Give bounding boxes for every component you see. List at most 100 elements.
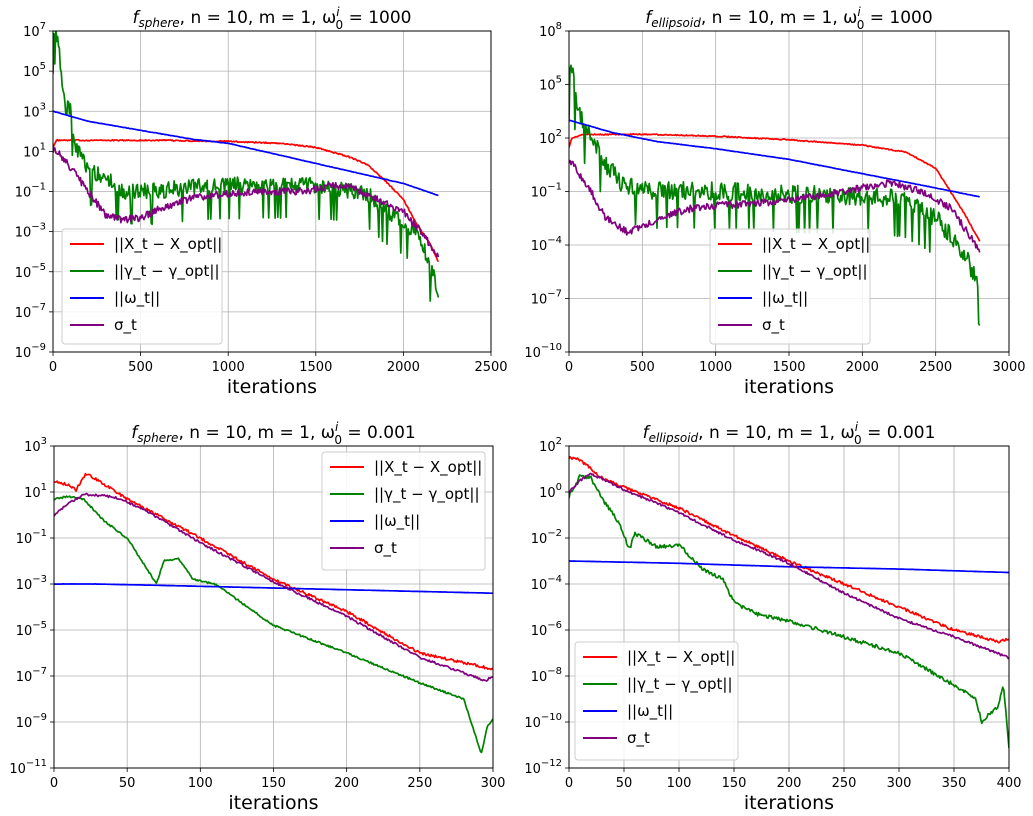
x-tick-label: 300 — [887, 776, 912, 791]
legend: ||X_t − X_opt|| ||γ_t − γ_opt|| ||ω_t|| σ_t — [61, 228, 223, 345]
legend-entry: ||γ_t − γ_opt|| — [114, 262, 220, 281]
legend: ||X_t − X_opt|| ||γ_t − γ_opt|| ||ω_t|| σ_t — [709, 228, 871, 345]
y-tick-label: 10−6 — [531, 620, 562, 639]
y-tick-label: 10−7 — [531, 289, 562, 308]
legend-entry: ||ω_t|| — [762, 289, 808, 308]
y-tick-label: 10−7 — [15, 302, 46, 321]
series-line-2 — [54, 495, 493, 754]
y-tick-label: 10−1 — [15, 182, 46, 201]
legend-entry: ||γ_t − γ_opt|| — [374, 485, 480, 504]
y-tick-label: 100 — [539, 482, 562, 501]
x-tick-label: 500 — [630, 360, 655, 375]
y-tick-label: 10−4 — [531, 574, 562, 593]
legend-box — [709, 228, 871, 345]
x-tick-label: 0 — [565, 776, 573, 791]
axes-frame — [568, 30, 1010, 353]
x-tick-label: 50 — [616, 776, 633, 791]
x-tick-label: 250 — [832, 776, 857, 791]
axes-frame — [52, 30, 492, 353]
legend: ||X_t − X_opt|| ||γ_t − γ_opt|| ||ω_t|| σ_t — [321, 451, 486, 571]
series-line-2 — [569, 474, 1009, 749]
y-tick-label: 10−2 — [531, 528, 562, 547]
legend-entry: ||X_t − X_opt|| — [114, 235, 222, 254]
series-line-3 — [569, 560, 1009, 574]
chart-title: fellipsoid, n = 10, m = 1, ωi 0 = 1000 — [645, 5, 932, 32]
legend-entry: ||γ_t − γ_opt|| — [627, 675, 733, 694]
y-tick-label: 103 — [23, 101, 46, 120]
x-tick-label: 1500 — [772, 360, 805, 375]
legend-entry: ||γ_t − γ_opt|| — [762, 262, 868, 281]
legend-entry: ||ω_t|| — [374, 512, 420, 531]
y-tick-label: 10−10 — [524, 712, 562, 731]
x-tick-label: 0 — [565, 360, 573, 375]
x-tick-label: 200 — [777, 776, 802, 791]
series-group — [569, 455, 1009, 749]
legend-entry: ||ω_t|| — [627, 702, 673, 721]
legend-box — [61, 228, 223, 345]
series-line-1 — [569, 455, 1009, 644]
legend-entry: ||X_t − X_opt|| — [762, 235, 870, 254]
x-tick-label: 2500 — [919, 360, 952, 375]
y-tick-label: 105 — [23, 61, 46, 80]
chart-title: fsphere, n = 10, m = 1, ωi 0 = 1000 — [132, 5, 411, 32]
series-line-2 — [569, 64, 981, 326]
x-tick-label: 1500 — [299, 360, 332, 375]
axes-frame — [53, 445, 494, 769]
chart-panel-2: 0 500 1000 1500 2000 2500 3000 10−10 10−7 10−4 10−… — [524, 5, 1025, 398]
x-tick-label: 250 — [407, 776, 432, 791]
legend-entry: σ_t — [374, 539, 397, 558]
legend: ||X_t − X_opt|| ||γ_t − γ_opt|| ||ω_t|| σ_t — [574, 641, 739, 761]
y-tick-label: 10−7 — [16, 666, 47, 685]
x-axis-label: iterations — [228, 792, 318, 814]
y-tick-label: 10−11 — [9, 758, 47, 777]
series-group — [53, 31, 440, 302]
y-tick-label: 10−12 — [524, 758, 562, 777]
x-axis-label: iterations — [744, 376, 834, 398]
y-tick-label: 108 — [539, 21, 562, 40]
y-tick-label: 102 — [539, 436, 562, 455]
series-line-3 — [53, 110, 439, 197]
y-tick-label: 10−5 — [16, 620, 47, 639]
legend-entry: ||X_t − X_opt|| — [627, 648, 735, 667]
x-tick-label: 150 — [261, 776, 286, 791]
x-tick-label: 500 — [128, 360, 153, 375]
x-tick-label: 100 — [667, 776, 692, 791]
y-tick-label: 10−9 — [15, 342, 46, 361]
legend-box — [321, 451, 486, 571]
series-line-3 — [54, 583, 493, 595]
y-tick-label: 10−10 — [524, 342, 562, 361]
legend-entry: ||ω_t|| — [114, 289, 160, 308]
y-tick-label: 101 — [24, 482, 47, 501]
y-tick-label: 105 — [539, 75, 562, 94]
chart-panel-3: 0 50 100 150 200 250 300 10−11 10−9 10−7 10−5 10−3 1… — [9, 420, 505, 814]
chart-panel-1: 0 500 1000 1500 2000 2500 10−9 10−7 10−5 10−3 10−1… — [15, 5, 508, 398]
y-tick-label: 10−3 — [15, 222, 46, 241]
chart-title: fsphere, n = 10, m = 1, ωi 0 = 0.001 — [131, 420, 415, 447]
x-tick-label: 3000 — [992, 360, 1025, 375]
y-tick-label: 10−3 — [16, 574, 47, 593]
x-tick-label: 100 — [188, 776, 213, 791]
y-tick-label: 107 — [23, 21, 46, 40]
x-tick-label: 1000 — [699, 360, 732, 375]
series-group — [54, 472, 493, 754]
y-tick-label: 10−8 — [531, 666, 562, 685]
y-tick-label: 10−5 — [15, 262, 46, 281]
x-tick-label: 2000 — [387, 360, 420, 375]
axes-frame — [568, 445, 1010, 769]
y-tick-label: 102 — [539, 128, 562, 147]
x-tick-label: 2500 — [474, 360, 507, 375]
chart-title: fellipsoid, n = 10, m = 1, ωi 0 = 0.001 — [643, 420, 936, 447]
legend-box — [574, 641, 739, 761]
x-tick-label: 0 — [50, 776, 58, 791]
x-tick-label: 2000 — [846, 360, 879, 375]
series-line-4 — [54, 492, 493, 682]
x-tick-label: 200 — [334, 776, 359, 791]
y-tick-label: 10−9 — [16, 712, 47, 731]
x-axis-label: iterations — [227, 376, 317, 398]
x-tick-label: 400 — [997, 776, 1022, 791]
chart-panel-4: 0 50 100 150 200 250 300 350 400 10−12 10−10 10−8 10… — [524, 420, 1021, 814]
x-tick-label: 150 — [722, 776, 747, 791]
legend-entry: ||X_t − X_opt|| — [374, 458, 482, 477]
series-line-1 — [53, 138, 440, 263]
